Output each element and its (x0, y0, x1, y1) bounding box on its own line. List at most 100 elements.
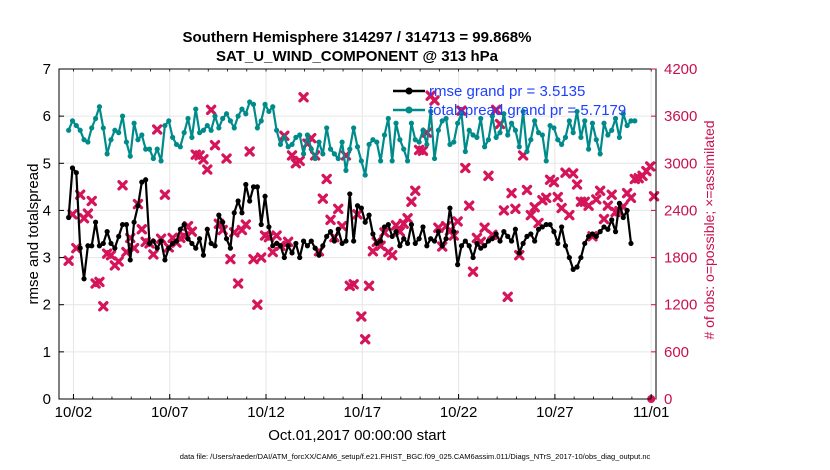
totalspread-point (112, 127, 118, 133)
rmse-point (351, 238, 357, 244)
obs-marker-stroke (556, 202, 567, 214)
obs-assimilated-marker (583, 200, 594, 211)
totalspread-point (204, 122, 210, 129)
totalspread-point (578, 134, 584, 140)
rmse-point (582, 240, 588, 247)
totalspread-point (366, 141, 372, 148)
obs-marker-stroke (594, 185, 606, 196)
obs-assimilated-marker (498, 205, 510, 216)
plot-frame (58, 68, 657, 400)
y-right-tick-label: 3000 (664, 155, 697, 172)
obs-marker-stroke (248, 253, 259, 265)
totalspread-point (196, 130, 203, 136)
obs-assimilated-marker (94, 276, 105, 288)
obs-marker-stroke (86, 195, 97, 207)
obs-assimilated-marker (63, 255, 74, 266)
chart-title-line1: Southern Hemisphere 314297 / 314713 = 99… (183, 29, 532, 46)
rmse-point (424, 243, 430, 249)
totalspread-point (624, 122, 630, 129)
obs-marker-stroke (625, 192, 637, 204)
rmse-point (466, 243, 472, 249)
totalspread-point (135, 137, 141, 143)
obs-assimilated-marker (602, 200, 614, 211)
obs-marker-stroke (521, 184, 533, 196)
rmse-point (135, 203, 141, 209)
totalspread-point (81, 137, 87, 143)
totalspread-point (258, 118, 264, 124)
totalspread-point (92, 115, 99, 122)
obs-marker-stroke (217, 224, 228, 236)
rmse-point (374, 240, 380, 247)
rmse-point (470, 254, 476, 261)
totalspread-series-layer (66, 99, 638, 178)
totalspread-point (582, 118, 588, 124)
rmse-point (108, 240, 114, 247)
totalspread-point (443, 115, 449, 122)
y-axis-label-left: rmse and totalspread (25, 164, 42, 305)
rmse-point (131, 219, 137, 225)
rmse-point (547, 221, 553, 228)
obs-marker-stroke (541, 192, 552, 204)
obs-marker-stroke (386, 250, 398, 261)
rmse-point (578, 254, 584, 261)
rmse-point (482, 243, 488, 249)
rmse-point (381, 224, 388, 230)
rmse-point (370, 231, 376, 237)
x-tick-label: 10/02 (55, 404, 93, 421)
obs-assimilated-marker (152, 124, 163, 135)
rmse-point (443, 236, 449, 242)
obs-marker-stroke (433, 222, 444, 233)
obs-assimilated-marker (386, 250, 398, 261)
totalspread-point (139, 132, 145, 138)
obs-marker-stroke (533, 217, 544, 229)
totalspread-point (485, 137, 492, 143)
obs-marker-stroke (105, 250, 117, 261)
obs-assimilated-marker (467, 266, 479, 277)
rmse-point (104, 229, 110, 235)
obs-assimilated-marker (117, 180, 128, 191)
obs-assimilated-marker (529, 202, 540, 213)
obs-marker-stroke (98, 301, 109, 312)
obs-assimilated-marker (479, 222, 490, 233)
totalspread-point (300, 151, 307, 157)
totalspread-point (123, 139, 130, 145)
rmse-point (258, 221, 264, 228)
obs-assimilated-marker (598, 213, 610, 225)
obs-assimilated-marker (209, 140, 221, 151)
rmse-point (505, 233, 511, 239)
totalspread-point (100, 125, 106, 131)
rmse-point (154, 245, 160, 251)
totalspread-point (362, 172, 368, 178)
rmse-point (193, 245, 199, 251)
totalspread-point (358, 158, 364, 164)
rmse-point (146, 240, 153, 247)
rmse-point (616, 200, 623, 206)
obs-assimilated-marker (325, 214, 336, 226)
obs-assimilated-marker (606, 189, 617, 200)
obs-assimilated-marker (571, 179, 583, 190)
rmse-point (585, 233, 592, 239)
totalspread-point (466, 127, 472, 133)
totalspread-point (339, 139, 345, 145)
obs-marker-stroke (82, 208, 94, 219)
totalspread-point (628, 118, 634, 124)
rmse-point (77, 245, 83, 251)
obs-assimilated-marker (205, 104, 217, 116)
obs-marker-stroke (101, 248, 113, 259)
totalspread-point (154, 146, 160, 152)
totalspread-point (508, 120, 515, 126)
totalspread-point (551, 125, 557, 131)
rmse-point (297, 254, 303, 261)
rmse-point (609, 217, 615, 223)
rmse-point (354, 203, 361, 209)
obs-marker-stroke (606, 189, 617, 200)
obs-marker-stroke (552, 191, 563, 203)
obs-assimilated-marker (506, 187, 517, 199)
y-left-tick-label: 2 (43, 297, 51, 314)
rmse-point (551, 229, 557, 235)
obs-marker-stroke (548, 176, 560, 188)
obs-marker-stroke (244, 146, 255, 157)
obs-marker-stroke (567, 168, 579, 179)
totalspread-point (478, 115, 484, 122)
